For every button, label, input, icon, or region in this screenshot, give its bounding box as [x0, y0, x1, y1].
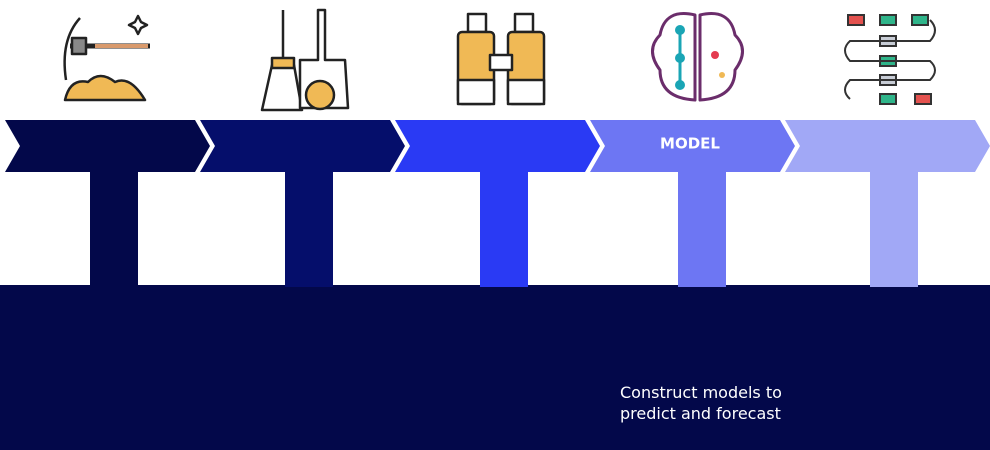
description-line: Construct models to — [620, 383, 782, 402]
chevron — [785, 120, 990, 172]
brain-icon — [651, 12, 744, 102]
stem — [285, 170, 333, 287]
chevron — [395, 120, 600, 172]
stem — [90, 170, 138, 287]
stem — [678, 170, 726, 287]
chevron — [5, 120, 210, 172]
description-line: predict and forecast — [620, 404, 781, 423]
stem — [870, 170, 918, 287]
cleaning-icon — [260, 8, 350, 112]
chevron — [200, 120, 405, 172]
explore-icon — [456, 12, 546, 106]
flow-icon — [844, 14, 936, 105]
chevron — [590, 120, 795, 172]
stem — [480, 170, 528, 287]
bottom-panel — [0, 285, 990, 450]
stage-label: MODEL — [660, 135, 720, 153]
mining-icon — [63, 14, 150, 102]
